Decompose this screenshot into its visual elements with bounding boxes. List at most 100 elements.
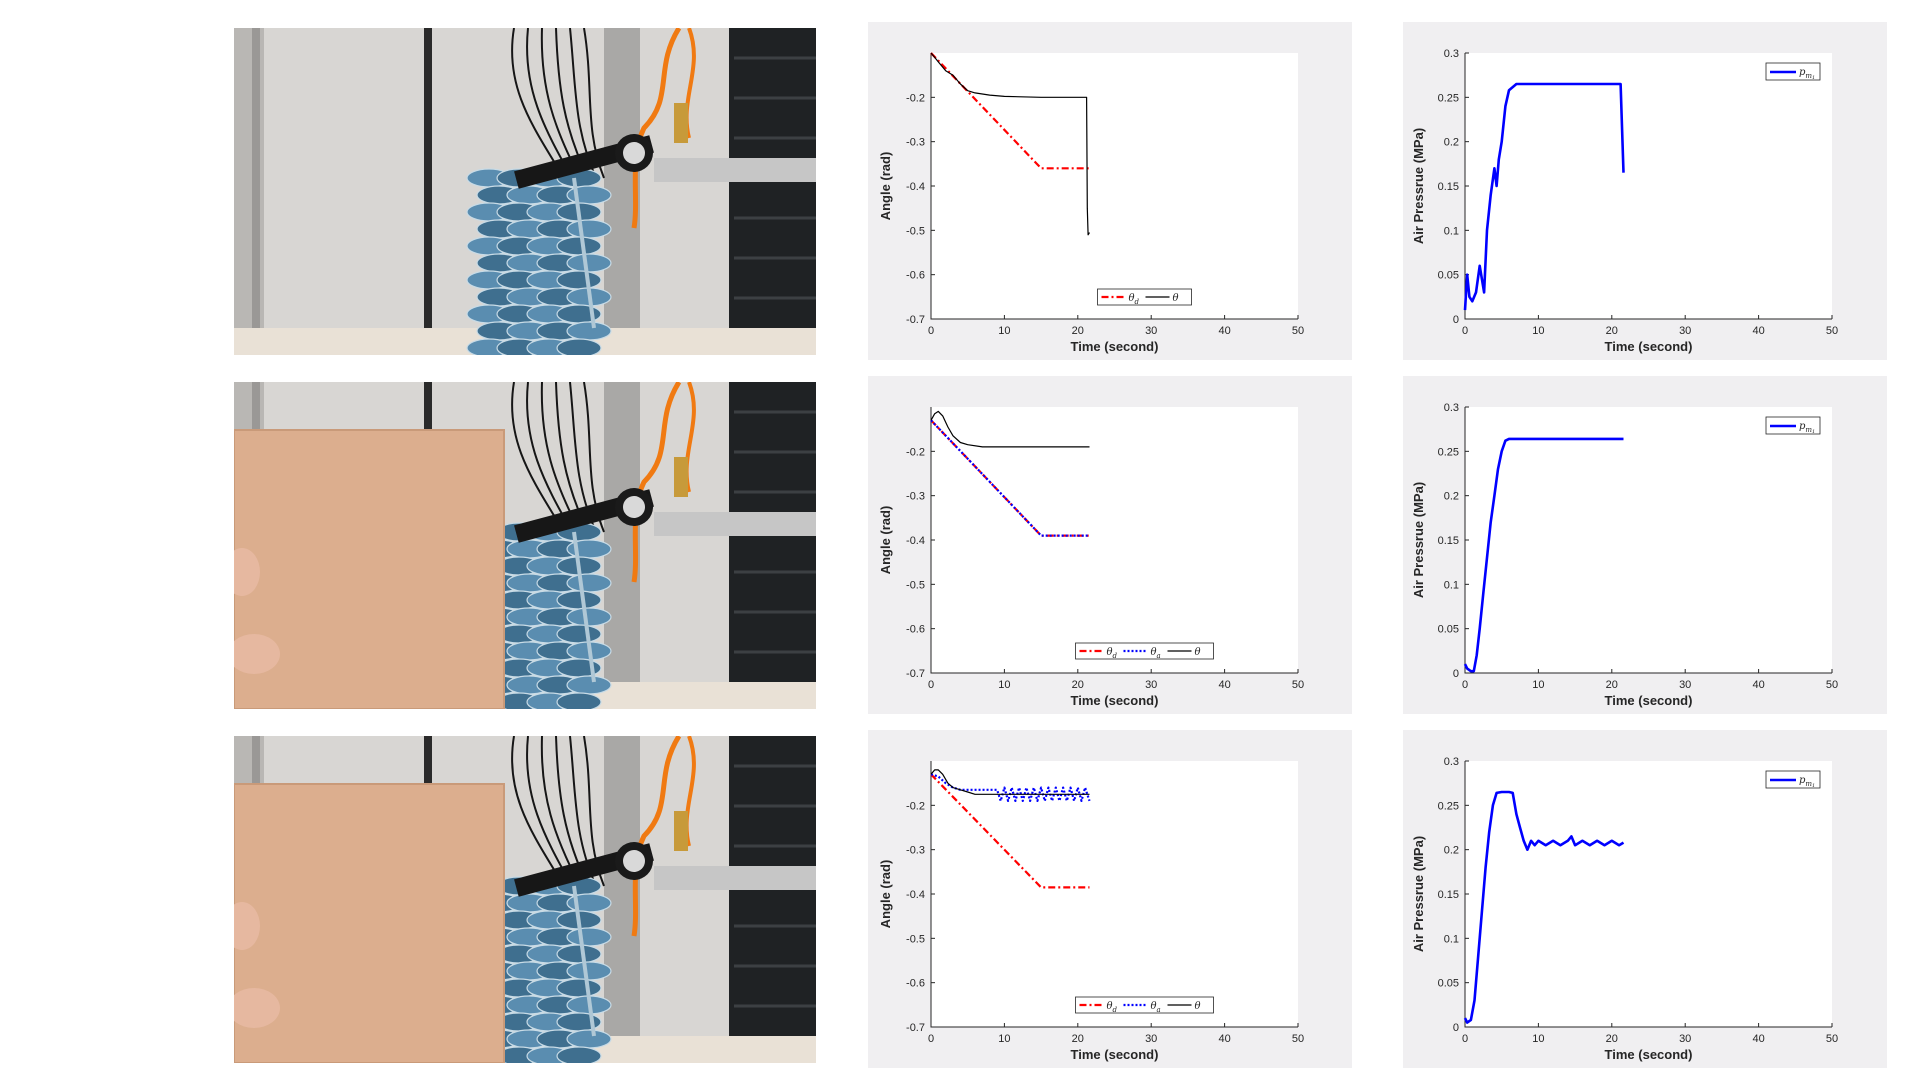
- y-tick-label: 0.2: [1444, 137, 1459, 149]
- y-tick-label: 0.1: [1444, 579, 1459, 591]
- x-tick-label: 0: [1462, 325, 1468, 337]
- y-tick-label: 0.25: [1438, 800, 1459, 812]
- x-tick-label: 20: [1606, 325, 1618, 337]
- series-line: [1463, 790, 1625, 1024]
- y-tick-label: -0.3: [906, 491, 925, 503]
- y-axis-label: Angle (rad): [878, 506, 893, 575]
- legend: θd θ: [1097, 288, 1192, 306]
- x-tick-label: 0: [928, 1033, 934, 1045]
- legend-entry: θ: [1195, 1001, 1201, 1012]
- x-tick-label: 30: [1679, 679, 1691, 691]
- x-tick-label: 10: [1532, 325, 1544, 337]
- legend-entry: θd: [1107, 647, 1118, 660]
- angle-chart-panel-3: 0 10 20 30 40 50 -0.7 -0.6 -0.5 -0.4 -0.3 -0.2 Time …: [868, 730, 1352, 1068]
- x-tick-label: 20: [1072, 679, 1084, 691]
- y-tick-label: -0.4: [906, 181, 925, 193]
- y-axis-label: Angle (rad): [878, 152, 893, 221]
- y-axis-label: Air Pressrue (MPa): [1411, 482, 1426, 598]
- y-tick-label: -0.5: [906, 225, 925, 237]
- x-tick-label: 50: [1826, 325, 1838, 337]
- y-tick-label: -0.7: [906, 1022, 925, 1034]
- y-tick-label: -0.6: [906, 624, 925, 636]
- y-tick-label: -0.7: [906, 314, 925, 326]
- series-line: [930, 773, 1090, 889]
- angle-chart-panel-1: 0 10 20 30 40 50 -0.7 -0.6 -0.5 -0.4 -0.3 -0.2 Time …: [868, 22, 1352, 360]
- y-tick-label: 0.1: [1444, 225, 1459, 237]
- x-tick-label: 10: [998, 325, 1010, 337]
- series-line: [930, 419, 1090, 537]
- robot-photo-1: [234, 28, 816, 355]
- legend-entry: θd: [1129, 293, 1140, 306]
- legend-entry: θ: [1195, 647, 1201, 658]
- x-tick-label: 50: [1292, 325, 1304, 337]
- angle-chart-1: 0 10 20 30 40 50 -0.7 -0.6 -0.5 -0.4 -0.3 -0.2 Time …: [878, 52, 1304, 354]
- y-tick-label: -0.2: [906, 446, 925, 458]
- y-tick-label: -0.5: [906, 933, 925, 945]
- pressure-chart-panel-2: 0 10 20 30 40 50 0 0.05 0.1 0.15 0.2 0.25 0.3 Time (s…: [1403, 376, 1887, 714]
- y-tick-label: -0.3: [906, 845, 925, 857]
- y-tick-label: 0.05: [1438, 270, 1459, 282]
- y-tick-label: 0.1: [1444, 933, 1459, 945]
- legend-entry: θa: [1151, 647, 1161, 660]
- legend-entry: θa: [1151, 1001, 1161, 1014]
- y-tick-label: -0.6: [906, 978, 925, 990]
- robot-photo-illustration: [234, 736, 816, 1063]
- plot-area: [1465, 407, 1832, 673]
- legend: pm1: [1765, 770, 1821, 789]
- x-tick-label: 40: [1752, 325, 1764, 337]
- x-tick-label: 50: [1292, 1033, 1304, 1045]
- y-tick-label: -0.4: [906, 889, 925, 901]
- legend-entry: pm1: [1799, 775, 1815, 789]
- plot-area: [1465, 761, 1832, 1027]
- robot-photo-illustration: [234, 28, 816, 355]
- x-axis-label: Time (second): [1071, 1047, 1159, 1062]
- series-line: [1463, 437, 1624, 673]
- x-tick-label: 50: [1826, 1033, 1838, 1045]
- y-tick-label: 0.2: [1444, 845, 1459, 857]
- x-tick-label: 10: [1532, 1033, 1544, 1045]
- legend: θd θa θ: [1075, 642, 1214, 660]
- y-tick-label: -0.6: [906, 270, 925, 282]
- x-tick-label: 20: [1072, 325, 1084, 337]
- y-tick-label: 0.3: [1444, 48, 1459, 60]
- legend-entry: pm1: [1799, 67, 1815, 81]
- x-tick-label: 10: [1532, 679, 1544, 691]
- x-axis-label: Time (second): [1071, 339, 1159, 354]
- legend-entry: θd: [1107, 1001, 1118, 1014]
- plot-area: [931, 407, 1298, 673]
- x-tick-label: 50: [1826, 679, 1838, 691]
- x-tick-label: 40: [1752, 679, 1764, 691]
- x-tick-label: 40: [1752, 1033, 1764, 1045]
- x-axis-label: Time (second): [1605, 693, 1693, 708]
- y-tick-label: 0.3: [1444, 402, 1459, 414]
- y-tick-label: 0.15: [1438, 889, 1459, 901]
- y-axis-label: Air Pressrue (MPa): [1411, 128, 1426, 244]
- plot-area: [931, 53, 1298, 319]
- pressure-chart-panel-1: 0 10 20 30 40 50 0 0.05 0.1 0.15 0.2 0.25 0.3 Time (s…: [1403, 22, 1887, 360]
- angle-chart-3: 0 10 20 30 40 50 -0.7 -0.6 -0.5 -0.4 -0.3 -0.2 Time …: [878, 761, 1304, 1062]
- y-tick-label: 0: [1453, 314, 1459, 326]
- plot-area: [931, 761, 1298, 1027]
- pressure-chart-1: 0 10 20 30 40 50 0 0.05 0.1 0.15 0.2 0.25 0.3 Time (s…: [1411, 48, 1838, 354]
- y-tick-label: 0.15: [1438, 181, 1459, 193]
- y-axis-label: Air Pressrue (MPa): [1411, 836, 1426, 952]
- x-tick-label: 0: [928, 325, 934, 337]
- y-tick-label: -0.3: [906, 137, 925, 149]
- x-tick-label: 20: [1606, 679, 1618, 691]
- x-axis-label: Time (second): [1605, 339, 1693, 354]
- legend: pm1: [1765, 62, 1821, 81]
- x-axis-label: Time (second): [1071, 693, 1159, 708]
- y-tick-label: -0.7: [906, 668, 925, 680]
- x-tick-label: 30: [1145, 679, 1157, 691]
- pressure-chart-3: 0 10 20 30 40 50 0 0.05 0.1 0.15 0.2 0.25 0.3 Time (s…: [1411, 756, 1838, 1062]
- x-tick-label: 0: [1462, 679, 1468, 691]
- y-tick-label: 0.3: [1444, 756, 1459, 768]
- x-tick-label: 0: [1462, 1033, 1468, 1045]
- x-tick-label: 10: [998, 679, 1010, 691]
- x-tick-label: 20: [1606, 1033, 1618, 1045]
- x-tick-label: 10: [998, 1033, 1010, 1045]
- legend: θd θa θ: [1075, 996, 1214, 1014]
- x-tick-label: 40: [1218, 325, 1230, 337]
- series-line: [930, 773, 1091, 803]
- series-line: [930, 769, 1090, 795]
